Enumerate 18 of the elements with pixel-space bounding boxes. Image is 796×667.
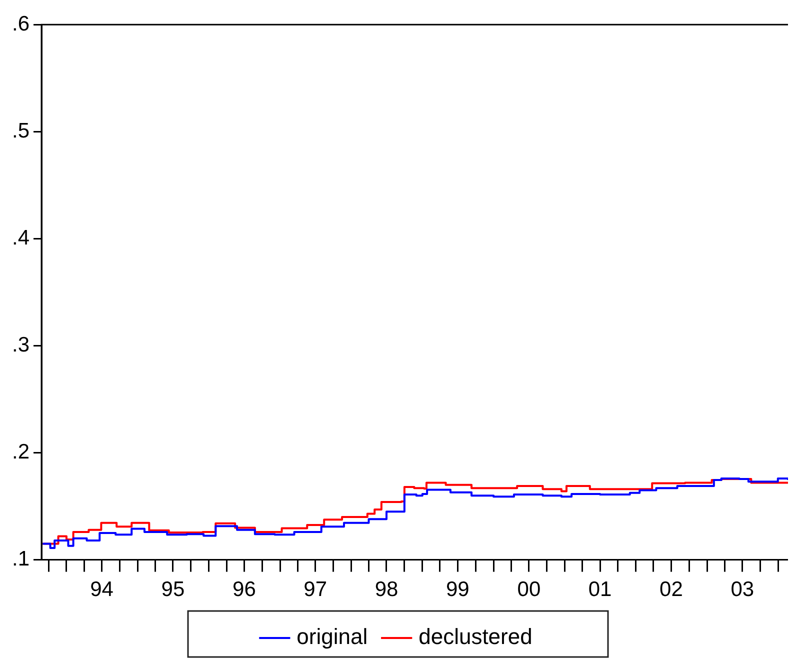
x-tick-label: 98 (374, 578, 398, 602)
x-tick-label: 01 (588, 578, 612, 602)
x-tick-label: 02 (660, 578, 683, 602)
x-tick-label: 94 (90, 578, 114, 602)
x-tick-label: 97 (304, 578, 327, 602)
x-tick-label: 96 (232, 578, 256, 602)
y-tick-label: .6 (12, 12, 30, 36)
legend-label: declustered (418, 624, 532, 650)
x-tick-label: 95 (161, 578, 185, 602)
x-tick-label: 00 (517, 578, 541, 602)
y-tick-label: .1 (12, 548, 30, 571)
y-tick-label: .4 (12, 226, 30, 250)
x-tick-label: 99 (446, 578, 470, 602)
y-tick-label: .2 (12, 440, 30, 464)
y-tick-label: .5 (12, 119, 30, 142)
x-tick-label: 03 (730, 578, 754, 602)
y-tick-label: .3 (12, 334, 30, 357)
legend-label: original (296, 624, 368, 650)
